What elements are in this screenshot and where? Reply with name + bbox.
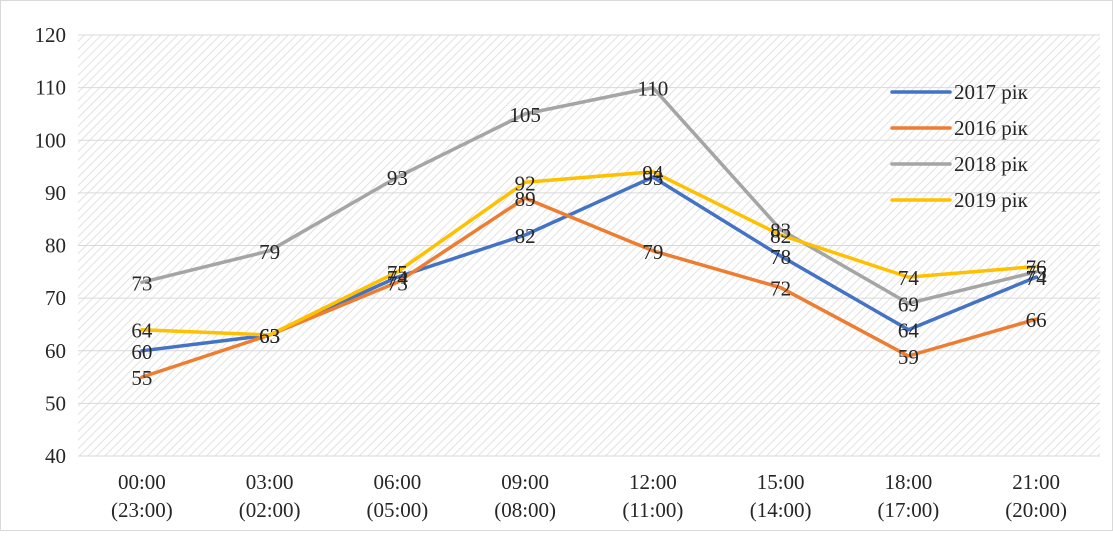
y-tick-label: 110 (35, 76, 66, 100)
data-label: 82 (515, 224, 536, 248)
y-tick-label: 100 (35, 128, 67, 152)
data-label: 82 (770, 224, 791, 248)
y-tick-label: 80 (45, 234, 66, 258)
y-tick-label: 70 (45, 286, 66, 310)
data-label: 75 (1026, 261, 1047, 285)
data-label: 74 (898, 266, 920, 290)
data-label: 76 (1026, 256, 1047, 280)
x-tick-label: (23:00) (111, 498, 173, 522)
data-label: 64 (131, 319, 153, 343)
data-label: 75 (387, 261, 408, 285)
legend-label: 2016 рік (954, 116, 1029, 140)
data-label: 72 (770, 277, 791, 301)
x-tick-label: 18:00 (884, 470, 932, 494)
x-tick-label: 00:00 (118, 470, 166, 494)
data-label: 63 (259, 324, 280, 348)
data-label: 105 (509, 103, 541, 127)
data-label: 83 (770, 219, 791, 243)
data-label: 94 (642, 161, 664, 185)
x-tick-label: (08:00) (494, 498, 556, 522)
series-line (140, 170, 1038, 337)
x-tick-label: 09:00 (501, 470, 549, 494)
data-label: 64 (898, 319, 920, 343)
data-label: 79 (259, 240, 280, 264)
y-tick-label: 90 (45, 181, 66, 205)
x-tick-label: (14:00) (750, 498, 812, 522)
data-label: 63 (259, 324, 280, 348)
data-label: 69 (898, 292, 919, 316)
x-tick-label: (02:00) (239, 498, 301, 522)
x-tick-label: (17:00) (877, 498, 939, 522)
data-label: 110 (638, 77, 669, 101)
x-tick-label: 21:00 (1012, 470, 1060, 494)
data-label: 63 (259, 324, 280, 348)
data-label: 74 (1026, 266, 1048, 290)
data-label: 74 (387, 266, 409, 290)
data-label: 73 (387, 271, 408, 295)
data-label: 92 (515, 171, 536, 195)
data-label: 60 (131, 340, 152, 364)
legend-label: 2017 рік (954, 80, 1029, 104)
x-tick-label: 06:00 (373, 470, 421, 494)
y-tick-label: 60 (45, 339, 66, 363)
x-tick-label: 12:00 (629, 470, 677, 494)
legend-label: 2019 рік (954, 188, 1029, 212)
data-label: 79 (642, 240, 663, 264)
data-label: 89 (515, 187, 536, 211)
y-tick-label: 50 (45, 391, 66, 415)
data-label: 55 (131, 366, 152, 390)
data-label: 66 (1026, 308, 1047, 332)
data-label: 59 (898, 345, 919, 369)
x-tick-label: (05:00) (366, 498, 428, 522)
legend-label: 2018 рік (954, 152, 1029, 176)
x-tick-label: (11:00) (622, 498, 683, 522)
x-tick-label: (20:00) (1005, 498, 1067, 522)
data-label: 78 (770, 245, 791, 269)
data-label: 73 (131, 271, 152, 295)
data-label: 93 (642, 166, 663, 190)
y-tick-label: 40 (45, 444, 66, 468)
y-tick-label: 120 (35, 23, 67, 47)
series-line (140, 85, 1038, 306)
data-label: 93 (387, 166, 408, 190)
x-tick-label: 15:00 (757, 470, 805, 494)
x-tick-label: 03:00 (246, 470, 294, 494)
